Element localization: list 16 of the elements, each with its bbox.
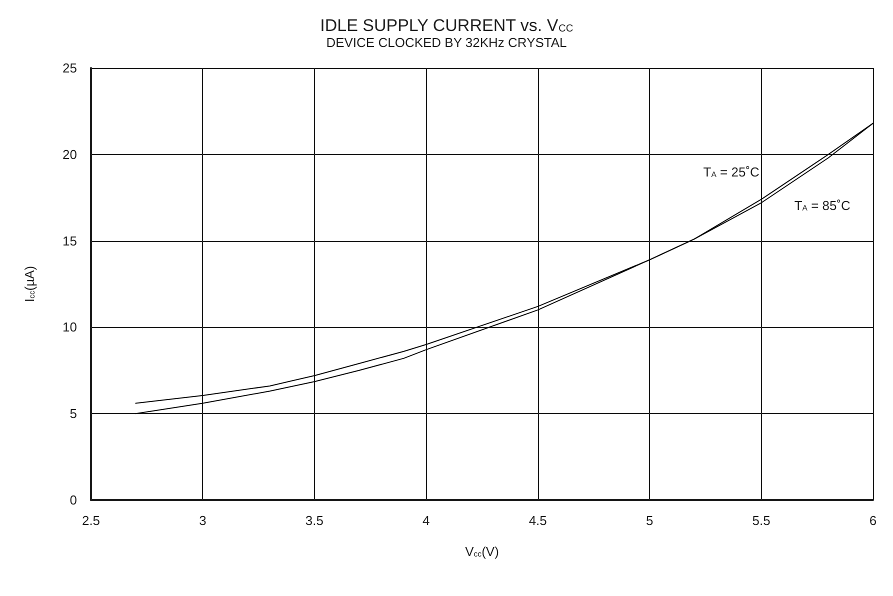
x-tick-label: 2.5 — [82, 513, 100, 528]
x-tick-label: 4.5 — [528, 513, 547, 528]
y-tick-label: 25 — [62, 60, 77, 76]
x-tick-label: 5.5 — [752, 513, 770, 528]
chart-title: IDLE SUPPLY CURRENT vs. VCC — [320, 16, 574, 35]
x-tick-label: 5 — [646, 513, 654, 528]
y-tick-label: 15 — [62, 233, 77, 248]
x-tick-label: 3 — [199, 513, 206, 528]
x-tick-label: 3.5 — [305, 513, 324, 528]
y-tick-label: 10 — [62, 320, 77, 335]
y-tick-label: 0 — [70, 492, 77, 508]
y-tick-label: 20 — [62, 146, 77, 162]
y-tick-label: 5 — [70, 406, 77, 422]
chart-subtitle: DEVICE CLOCKED BY 32KHz CRYSTAL — [326, 35, 567, 50]
x-tick-label: 6 — [869, 513, 877, 528]
x-tick-label: 4 — [422, 513, 430, 528]
